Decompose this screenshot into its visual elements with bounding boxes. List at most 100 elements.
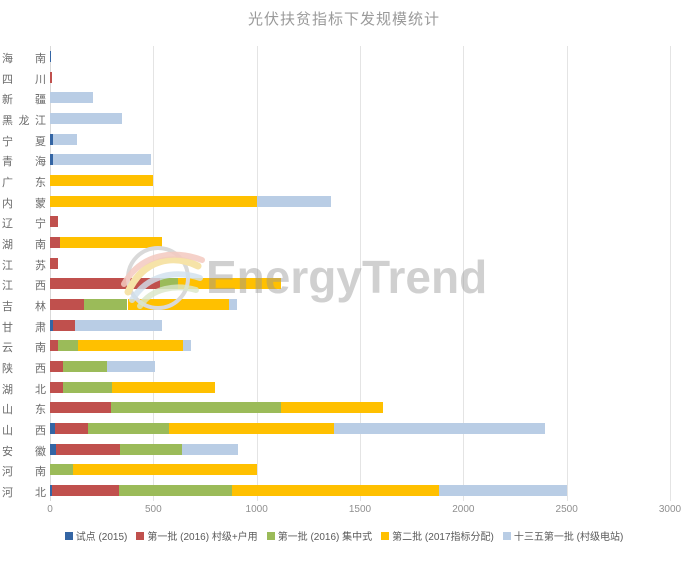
bar-segment[interactable] <box>50 423 56 435</box>
bar-segment[interactable] <box>50 195 257 207</box>
bar-segment[interactable] <box>183 340 191 352</box>
chart-row: 四川 <box>2 67 670 88</box>
legend-swatch-icon <box>381 531 390 540</box>
bar-segment[interactable] <box>55 423 89 435</box>
x-tick-label: 500 <box>144 504 162 515</box>
legend-item[interactable]: 试点 (2015) <box>64 528 128 543</box>
bar-segment[interactable] <box>281 402 383 414</box>
x-tick-label: 1000 <box>245 504 268 515</box>
y-axis-label: 甘肃 <box>2 321 46 334</box>
bar-segment[interactable] <box>256 195 332 207</box>
y-axis-label: 湖南 <box>2 238 46 251</box>
bar-segment[interactable] <box>232 485 439 497</box>
y-axis-label: 山东 <box>2 404 46 417</box>
bar-segment[interactable] <box>56 443 121 455</box>
bar-segment[interactable] <box>50 112 123 124</box>
bar-segment[interactable] <box>50 50 52 62</box>
bar-segment[interactable] <box>50 464 73 476</box>
bar-segment[interactable] <box>58 340 78 352</box>
y-axis-label: 四川 <box>2 73 46 86</box>
bar-segment[interactable] <box>168 423 335 435</box>
legend-item[interactable]: 第一批 (2016) 村级+户用 <box>136 528 258 543</box>
y-axis-label: 吉林 <box>2 301 46 313</box>
bar-segment[interactable] <box>118 485 233 497</box>
y-axis-label: 宁夏 <box>2 135 46 148</box>
bar-segment[interactable] <box>334 423 545 435</box>
bar-segment[interactable] <box>50 154 54 166</box>
y-axis-label: 云南 <box>2 342 46 355</box>
bar-segment[interactable] <box>178 278 282 290</box>
y-axis-label: 辽宁 <box>2 218 46 231</box>
bar-segment[interactable] <box>50 174 154 186</box>
bar-segment[interactable] <box>107 361 155 373</box>
bar-segment[interactable] <box>438 485 568 497</box>
bar-segment[interactable] <box>159 278 179 290</box>
x-tick-label: 2500 <box>555 504 578 515</box>
bar-segment[interactable] <box>63 361 108 373</box>
legend-label: 十三五第一批 (村级电站) <box>513 532 624 543</box>
bar-segment[interactable] <box>50 278 160 290</box>
x-tick-label: 0 <box>47 504 53 515</box>
bar-segment[interactable] <box>72 464 257 476</box>
legend-swatch-icon <box>266 531 275 540</box>
bar-segment[interactable] <box>50 299 85 310</box>
chart-row: 江苏 <box>2 253 670 274</box>
bar-segment[interactable] <box>50 381 64 393</box>
legend-item[interactable]: 第一批 (2016) 集中式 <box>266 528 372 543</box>
bar-segment[interactable] <box>53 154 152 166</box>
plot-area: 0 500 1000 1500 2000 2500 3000 海南 四川 新疆 黑龙江 宁夏 青海 广东内… <box>2 46 681 515</box>
y-axis-label: 山西 <box>2 425 46 438</box>
bar-segment[interactable] <box>50 402 111 414</box>
bar-segment[interactable] <box>228 299 238 310</box>
bar-segment[interactable] <box>50 257 59 269</box>
bar-segment[interactable] <box>182 443 239 455</box>
chart-row: 黑龙江 <box>2 108 670 129</box>
bar-segment[interactable] <box>60 236 162 248</box>
bar-segment[interactable] <box>50 133 54 145</box>
y-axis-label: 陕西 <box>2 363 46 376</box>
y-axis-label: 河北 <box>2 487 46 500</box>
legend-item[interactable]: 第二批 (2017指标分配) <box>381 528 494 543</box>
bar-segment[interactable] <box>50 236 61 248</box>
x-tick-label: 1500 <box>348 504 372 515</box>
bar-segment[interactable] <box>50 443 57 455</box>
chart-row: 河北 <box>2 480 670 501</box>
bar-segment[interactable] <box>88 423 169 435</box>
bar-segment[interactable] <box>63 381 112 393</box>
chart-row: 新疆 <box>2 87 670 108</box>
y-axis-label: 江苏 <box>2 259 46 272</box>
chart-row: 海南 <box>2 46 670 67</box>
bar-segment[interactable] <box>52 485 119 497</box>
bar-segment[interactable] <box>50 71 52 83</box>
legend-label: 第二批 (2017指标分配) <box>392 532 494 543</box>
bar-segment[interactable] <box>50 361 64 373</box>
chart-row: 甘肃 <box>2 315 670 336</box>
bar-segment[interactable] <box>53 319 75 331</box>
bar-segment[interactable] <box>111 381 215 393</box>
y-axis-label: 黑龙江 <box>2 114 46 127</box>
y-axis-label: 内蒙 <box>2 197 46 210</box>
legend-label: 试点 (2015) <box>75 532 128 543</box>
x-gridline <box>670 46 671 501</box>
bar-segment[interactable] <box>127 299 229 310</box>
bar-segment[interactable] <box>77 340 184 352</box>
bar-segment[interactable] <box>50 340 59 352</box>
chart-row: 安徽 <box>2 439 670 460</box>
chart-row: 湖南 <box>2 232 670 253</box>
chart-row: 河南 <box>2 460 670 481</box>
chart-row: 陕西 <box>2 356 670 377</box>
legend-item[interactable]: 十三五第一批 (村级电站) <box>502 528 624 543</box>
bar-segment[interactable] <box>84 299 128 310</box>
bar-segment[interactable] <box>53 133 77 145</box>
chart-row: 青海 <box>2 149 670 170</box>
chart-row: 湖北 <box>2 377 670 398</box>
bar-segment[interactable] <box>110 402 282 414</box>
y-axis-line <box>50 46 51 501</box>
bar-segment[interactable] <box>74 319 162 331</box>
y-axis-label: 河南 <box>2 466 46 479</box>
bar-segment[interactable] <box>50 92 94 104</box>
bar-segment[interactable] <box>50 319 54 331</box>
bar-segment[interactable] <box>120 443 183 455</box>
bar-segment[interactable] <box>50 485 53 497</box>
bar-segment[interactable] <box>50 216 59 228</box>
